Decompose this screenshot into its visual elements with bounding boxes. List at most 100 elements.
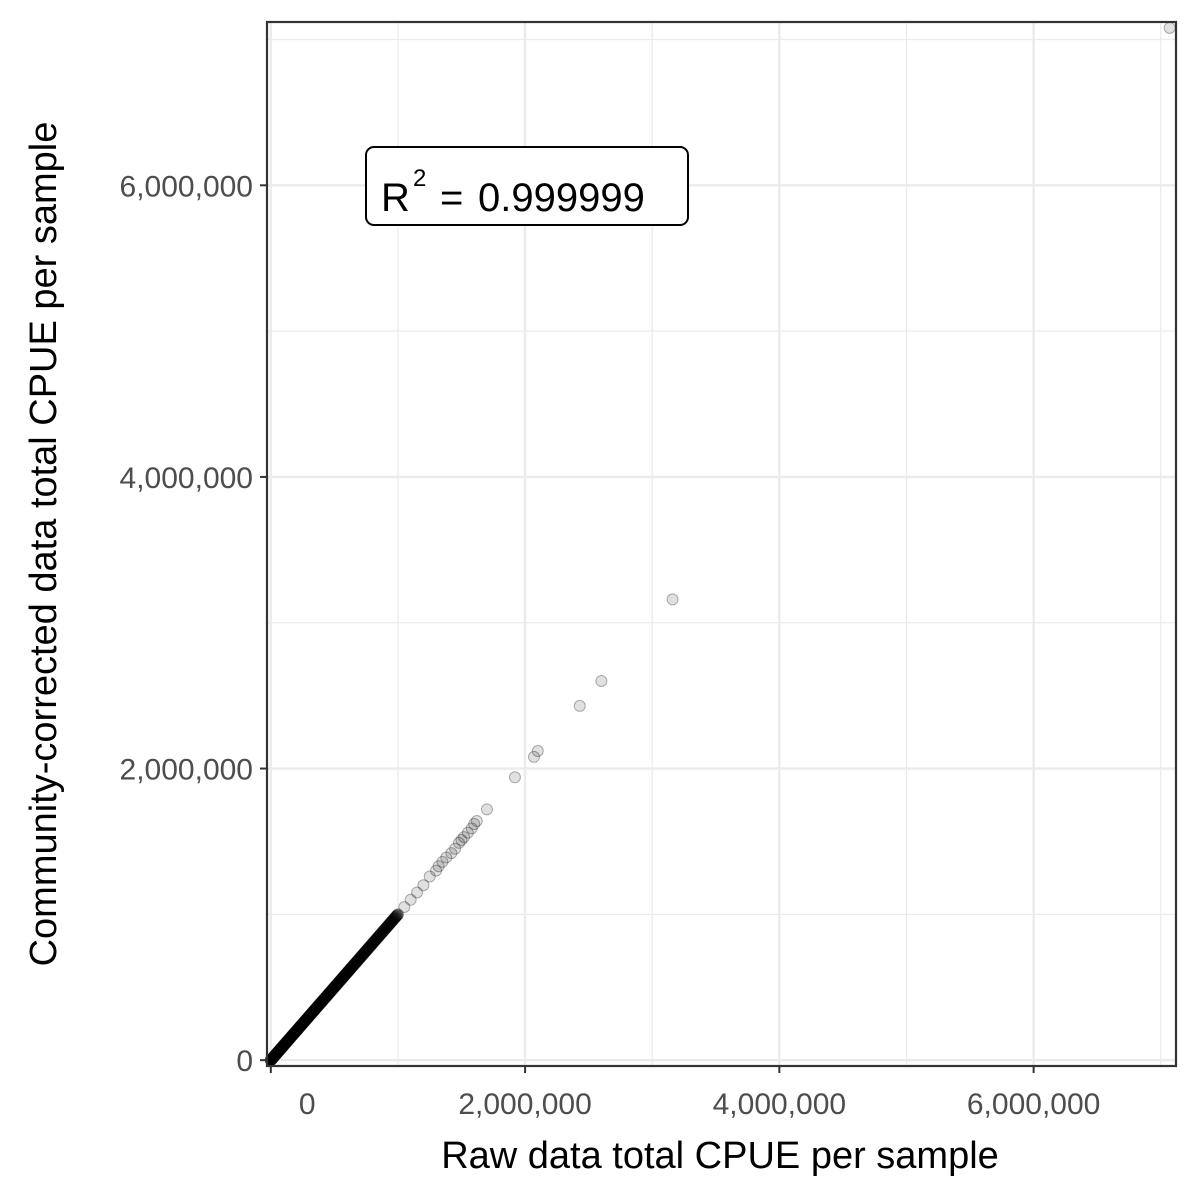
scatter-point	[278, 1038, 291, 1051]
scatter-point	[360, 944, 373, 957]
scatter-point	[283, 1032, 296, 1045]
scatter-point	[327, 982, 340, 995]
scatter-point	[358, 946, 371, 959]
scatter-point	[373, 929, 386, 942]
scatter-point	[299, 1014, 312, 1027]
scatter-point	[363, 940, 376, 953]
scatter-point	[296, 1018, 309, 1031]
scatter-point	[388, 912, 401, 925]
scatter-point	[389, 911, 402, 924]
scatter-point	[291, 1023, 304, 1036]
scatter-point	[275, 1041, 288, 1054]
scatter-point	[374, 928, 387, 941]
scatter-point	[311, 1000, 324, 1013]
scatter-point	[314, 996, 327, 1009]
scatter-point	[377, 924, 390, 937]
scatter-point	[363, 941, 376, 954]
scatter-point	[365, 939, 378, 952]
y-axis-title: Community-corrected data total CPUE per …	[23, 122, 65, 967]
scatter-point-13	[458, 831, 471, 844]
scatter-point	[283, 1032, 296, 1045]
scatter-point-17	[470, 815, 483, 828]
y-tick-label-1: 2,000,000	[120, 754, 253, 787]
scatter-point	[380, 921, 393, 934]
scatter-point	[270, 1047, 283, 1060]
scatter-point	[354, 951, 367, 964]
scatter-point	[307, 1005, 320, 1018]
scatter-point	[276, 1041, 289, 1054]
scatter-point-6	[432, 860, 445, 873]
scatter-point	[351, 955, 364, 968]
scatter-point	[353, 952, 366, 965]
scatter-point	[297, 1016, 310, 1029]
scatter-point	[355, 949, 368, 962]
scatter-point	[298, 1015, 311, 1028]
scatter-point-2	[411, 886, 424, 899]
scatter-point	[335, 972, 348, 985]
scatter-point	[269, 1048, 282, 1061]
scatter-point	[326, 982, 339, 995]
scatter-point	[368, 934, 381, 947]
scatter-point-22	[573, 699, 586, 712]
scatter-point	[275, 1042, 288, 1055]
scatter-point	[278, 1037, 291, 1050]
scatter-point	[297, 1016, 310, 1029]
scatter-point-5	[430, 864, 443, 877]
scatter-point	[356, 949, 369, 962]
annotation-value: 0.999999	[478, 176, 645, 220]
scatter-point	[386, 915, 399, 928]
scatter-point	[304, 1009, 317, 1022]
scatter-point	[371, 931, 384, 944]
scatter-point	[347, 959, 360, 972]
scatter-point	[341, 966, 354, 979]
scatter-point	[321, 989, 334, 1002]
scatter-point	[337, 971, 350, 984]
scatter-point	[322, 988, 335, 1001]
scatter-point	[305, 1007, 318, 1020]
scatter-point	[274, 1042, 287, 1055]
scatter-point	[306, 1006, 319, 1019]
scatter-point	[317, 993, 330, 1006]
scatter-point	[320, 990, 333, 1003]
scatter-point-11	[452, 836, 465, 849]
scatter-point	[361, 943, 374, 956]
scatter-point-10	[449, 842, 462, 855]
scatter-point	[285, 1030, 298, 1043]
scatter-point	[286, 1029, 299, 1042]
scatter-point	[300, 1012, 313, 1025]
scatter-point	[359, 945, 372, 958]
scatter-point	[378, 923, 391, 936]
scatter-point	[349, 957, 362, 970]
scatter-point	[271, 1046, 284, 1059]
scatter-point	[296, 1017, 309, 1030]
scatter-point-16	[468, 817, 481, 830]
scatter-point	[382, 919, 395, 932]
scatter-point	[288, 1027, 301, 1040]
scatter-point	[268, 1050, 281, 1063]
scatter-point	[309, 1002, 322, 1015]
scatter-point	[349, 956, 362, 969]
x-tick-label-0: 0	[299, 1088, 316, 1121]
scatter-point	[373, 929, 386, 942]
scatter-point	[319, 990, 332, 1003]
scatter-point	[305, 1007, 318, 1020]
scatter-point-12	[455, 833, 468, 846]
scatter-point	[343, 964, 356, 977]
scatter-point	[311, 1001, 324, 1014]
x-tick-label-1: 2,000,000	[458, 1088, 591, 1121]
scatter-point	[322, 987, 335, 1000]
scatter-point	[277, 1040, 290, 1053]
scatter-point-19	[508, 771, 521, 784]
scatter-point	[294, 1019, 307, 1032]
annotation-equals: =	[440, 176, 463, 220]
scatter-point	[365, 938, 378, 951]
scatter-point	[336, 972, 349, 985]
scatter-point	[379, 922, 392, 935]
scatter-point	[273, 1044, 286, 1057]
scatter-point	[273, 1043, 286, 1056]
scatter-point	[318, 992, 331, 1005]
scatter-point-1	[404, 893, 417, 906]
scatter-point	[313, 998, 326, 1011]
scatter-point	[277, 1039, 290, 1052]
scatter-point	[357, 947, 370, 960]
